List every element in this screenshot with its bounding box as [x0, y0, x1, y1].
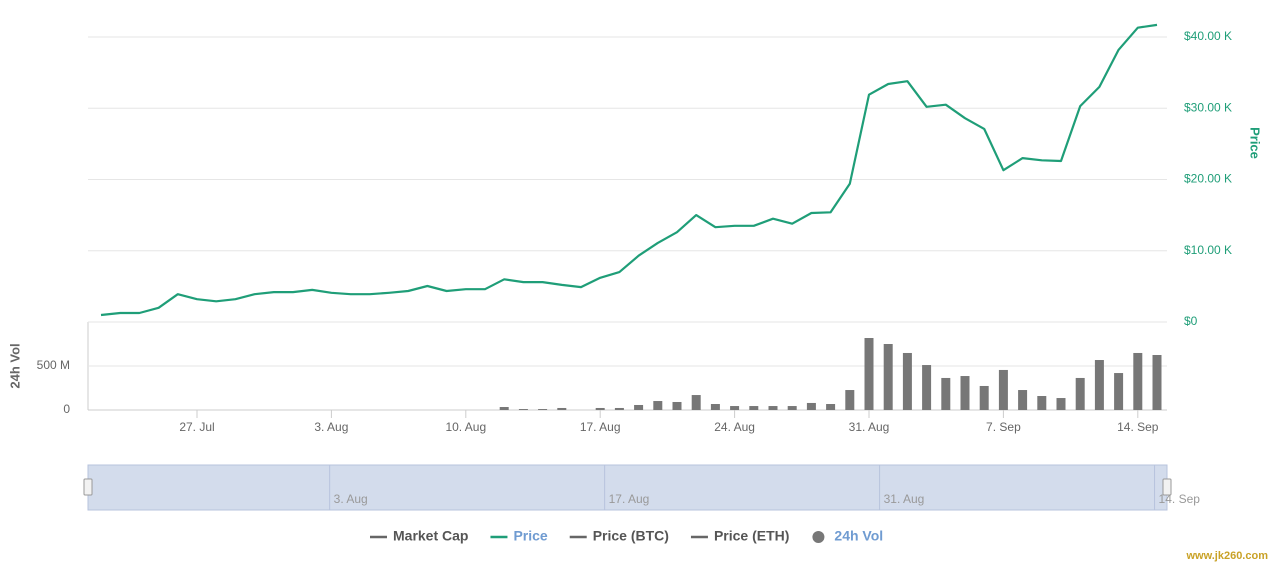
navigator-label: 14. Sep [1159, 492, 1201, 506]
volume-bar [883, 344, 893, 410]
volume-bar [557, 407, 567, 410]
price-line [100, 23, 1158, 317]
volume-bar [787, 406, 797, 410]
navigator-window [87, 464, 1168, 511]
navigator-label: 17. Aug [609, 492, 650, 506]
volume-bar [614, 407, 624, 410]
x-tick-label: 7. Sep [986, 420, 1021, 434]
y-tick-label: $10.00 K [1184, 243, 1232, 257]
legend-label: Market Cap [393, 528, 468, 544]
volume-bar [941, 377, 951, 410]
navigator-handle [83, 478, 93, 496]
volume-bar [691, 395, 701, 410]
volume-bar [768, 406, 778, 410]
volume-bar [672, 401, 682, 410]
volume-bar [518, 409, 528, 410]
volume-bar [653, 401, 663, 410]
navigator-handle [1162, 478, 1172, 496]
volume-bar [634, 404, 644, 410]
volume-bar [922, 365, 932, 410]
y2-tick-label: 0 [63, 402, 70, 416]
volume-bar [595, 407, 605, 410]
volume-bar [1094, 360, 1104, 410]
volume-bar [998, 369, 1008, 410]
navigator-label: 31. Aug [884, 492, 925, 506]
volume-bar [1133, 352, 1143, 410]
y-tick-label: $0 [1184, 314, 1198, 328]
x-tick-label: 10. Aug [445, 420, 486, 434]
x-tick-label: 17. Aug [580, 420, 621, 434]
x-tick-label: 24. Aug [714, 420, 755, 434]
x-tick-label: 14. Sep [1117, 420, 1159, 434]
legend-label: Price (BTC) [593, 528, 669, 544]
y-tick-label: $40.00 K [1184, 29, 1232, 43]
y-axis-title: Price [1248, 127, 1263, 159]
volume-bar [806, 402, 816, 410]
legend-label: 24h Vol [834, 528, 883, 544]
y-tick-label: $20.00 K [1184, 172, 1232, 186]
legend-label: Price (ETH) [714, 528, 789, 544]
volume-bar [730, 406, 740, 410]
volume-bar [979, 385, 989, 410]
volume-bar [1037, 396, 1047, 410]
y2-tick-label: 500 M [37, 358, 70, 372]
volume-bar [1018, 390, 1028, 410]
volume-bar [902, 352, 912, 410]
y2-axis-title: 24h Vol [7, 343, 22, 388]
volume-bar [845, 390, 855, 410]
volume-bar [864, 338, 874, 410]
volume-bar [1075, 377, 1085, 410]
navigator-label: 3. Aug [334, 492, 368, 506]
volume-bar [749, 406, 759, 410]
volume-bar [499, 407, 509, 410]
volume-bar [1152, 355, 1162, 410]
legend-label: Price [513, 528, 547, 544]
volume-bar [538, 409, 548, 410]
volume-bar [710, 404, 720, 410]
x-tick-label: 31. Aug [849, 420, 890, 434]
x-tick-label: 3. Aug [314, 420, 348, 434]
x-tick-label: 27. Jul [179, 420, 214, 434]
watermark: www.jk260.com [1185, 550, 1268, 562]
y-tick-label: $30.00 K [1184, 100, 1232, 114]
volume-bar [826, 404, 836, 410]
volume-bar [1114, 373, 1124, 410]
volume-bar [1056, 398, 1066, 410]
legend-symbol [812, 531, 825, 543]
volume-bar [960, 376, 970, 410]
